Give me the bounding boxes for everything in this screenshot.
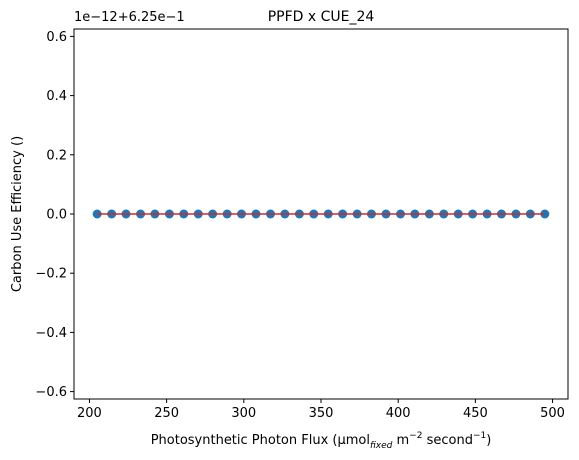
- x-tick-label: 250: [154, 406, 179, 421]
- y-tick-label: −0.2: [35, 267, 67, 282]
- y-ticks: −0.6 −0.4 −0.2 0.0 0.2 0.4 0.6: [35, 30, 74, 400]
- y-tick-label: −0.6: [35, 385, 67, 400]
- x-axis-label: Photosynthetic Photon Flux (μmolfixed m−…: [151, 431, 492, 451]
- x-axis-label-sup1: −2: [409, 431, 422, 441]
- x-tick-label: 450: [463, 406, 488, 421]
- x-axis-label-sup2: −1: [473, 431, 486, 441]
- x-ticks: 200 250 300 350 400 450 500: [77, 399, 565, 421]
- x-tick-label: 200: [77, 406, 102, 421]
- y-tick-label: −0.4: [35, 326, 67, 341]
- x-axis-label-mid2: second: [422, 433, 473, 448]
- x-axis-label-sub: fixed: [370, 441, 393, 451]
- y-tick-label: 0.0: [46, 208, 67, 223]
- y-axis-label: Carbon Use Efficiency (): [10, 136, 25, 292]
- x-tick-label: 400: [386, 406, 411, 421]
- y-offset-text: 1e−12+6.25e−1: [74, 10, 185, 25]
- x-tick-label: 500: [540, 406, 565, 421]
- y-tick-label: 0.2: [46, 148, 67, 163]
- x-axis-label-prefix: Photosynthetic Photon Flux (μmol: [151, 433, 370, 448]
- y-tick-label: 0.6: [46, 30, 67, 45]
- y-tick-label: 0.4: [46, 89, 67, 104]
- x-axis-label-mid1: m: [392, 433, 409, 448]
- x-axis-label-suffix: ): [486, 433, 491, 448]
- chart-title: PPFD x CUE_24: [268, 9, 375, 25]
- x-tick-label: 350: [309, 406, 334, 421]
- x-tick-label: 300: [231, 406, 256, 421]
